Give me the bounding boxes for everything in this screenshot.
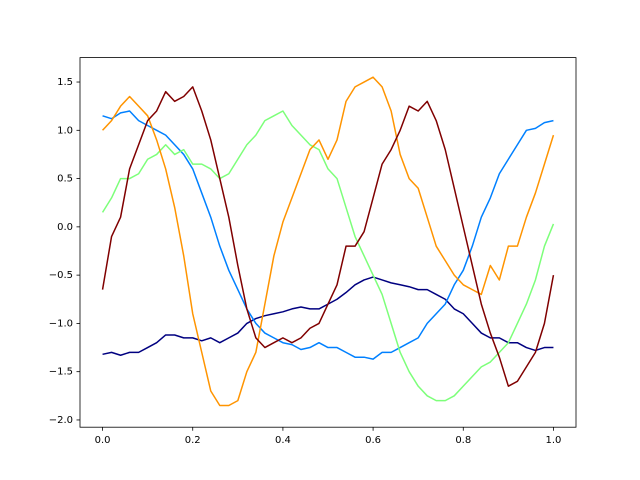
plot-frame xyxy=(79,57,577,428)
x-tick-label: 0.0 xyxy=(95,435,111,446)
y-tick-label: −1.5 xyxy=(49,367,73,378)
y-tick-label: 0.5 xyxy=(57,174,73,185)
y-tick-label: 1.0 xyxy=(57,125,73,136)
y-tick-label: 1.5 xyxy=(57,77,73,88)
x-tick-label: 0.8 xyxy=(455,435,471,446)
y-tick-label: 0.0 xyxy=(57,222,73,233)
x-tick-label: 0.4 xyxy=(275,435,291,446)
x-tick-label: 0.6 xyxy=(365,435,381,446)
y-tick-label: −0.5 xyxy=(49,270,73,281)
x-tick-label: 1.0 xyxy=(546,435,562,446)
data-line xyxy=(101,110,555,402)
y-tick-label: −2.0 xyxy=(49,415,73,426)
y-tick-label: −1.0 xyxy=(49,318,73,329)
data-line xyxy=(102,110,554,360)
data-line xyxy=(101,86,555,387)
x-tick-label: 0.2 xyxy=(185,435,201,446)
